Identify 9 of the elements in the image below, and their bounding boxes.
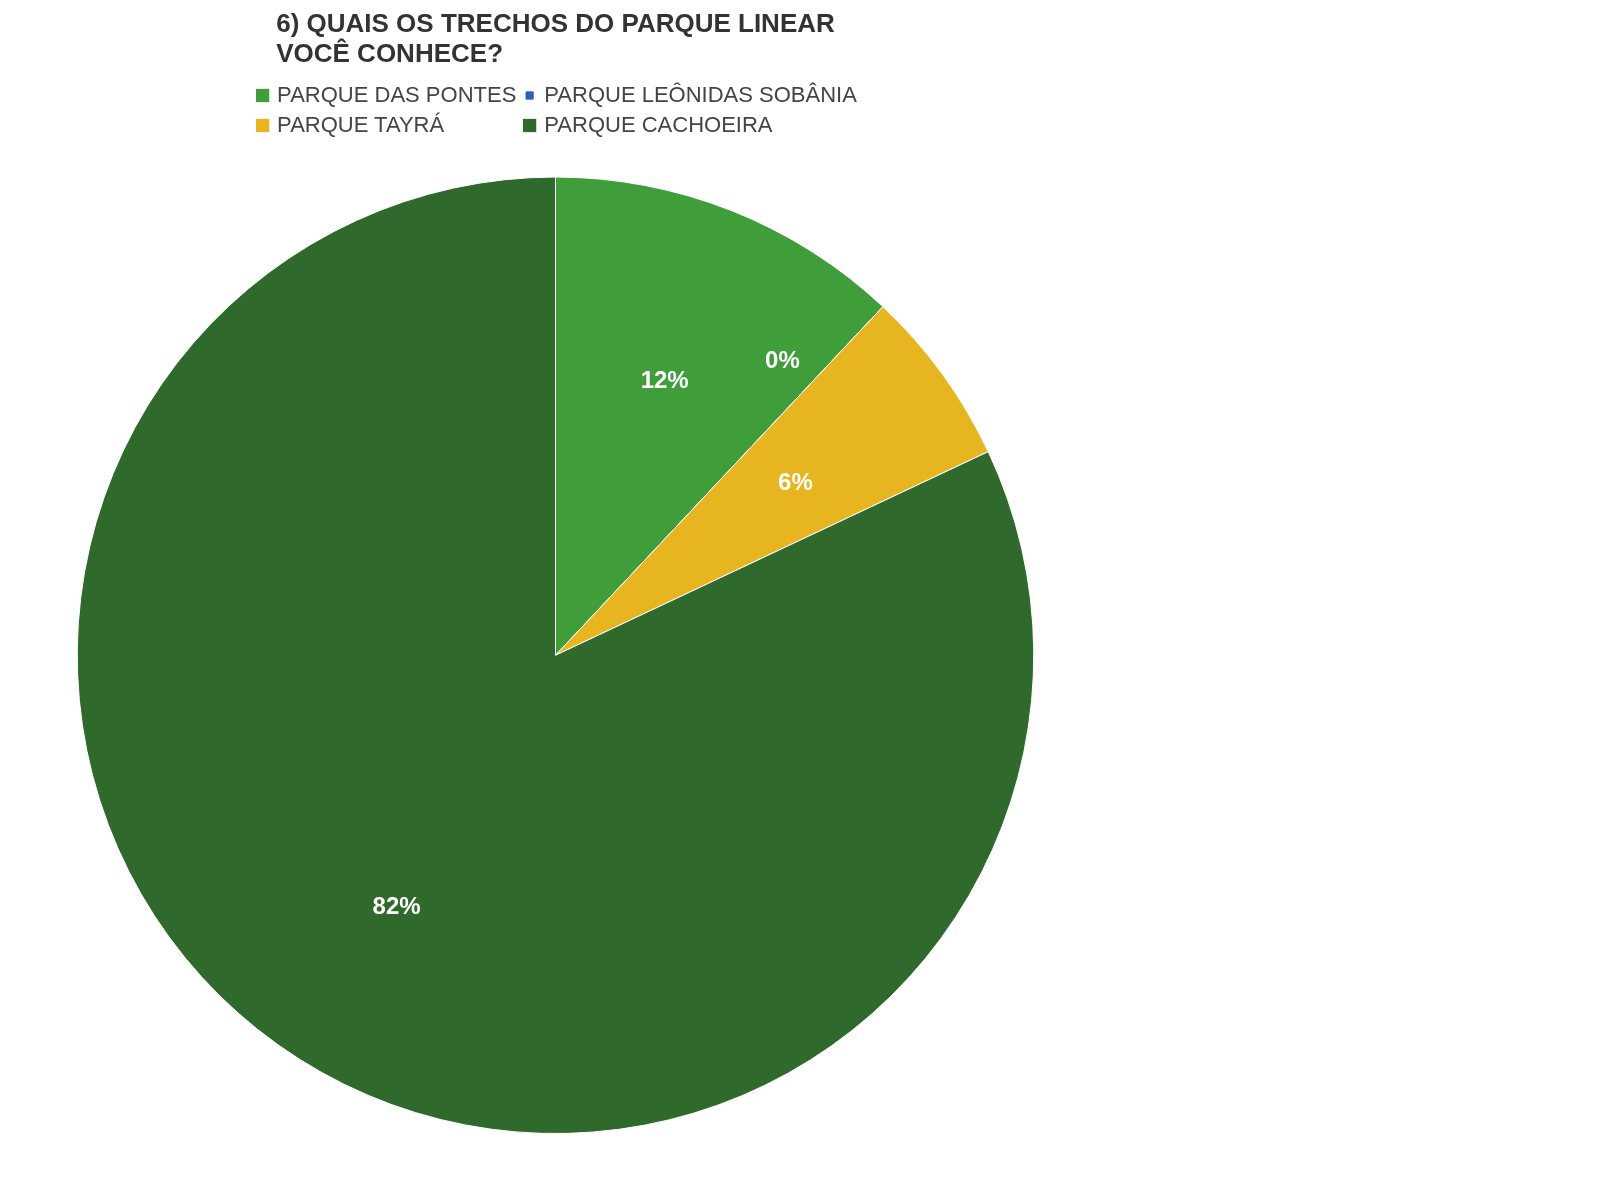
legend-label: PARQUE TAYRÁ xyxy=(277,112,445,138)
chart-title: 6) QUAIS OS TRECHOS DO PARQUE LINEAR VOCÊ CONHECE? xyxy=(276,7,836,68)
legend-label: PARQUE DAS PONTES xyxy=(277,82,517,108)
data-label: 82% xyxy=(372,892,421,920)
text: 0% xyxy=(765,345,800,373)
legend-label: PARQUE CACHOEIRA xyxy=(544,112,773,138)
data-label: 12% xyxy=(640,366,689,394)
data-label: 6% xyxy=(778,467,813,495)
legend-label: PARQUE LEÔNIDAS SOBÂNIA xyxy=(544,82,857,108)
